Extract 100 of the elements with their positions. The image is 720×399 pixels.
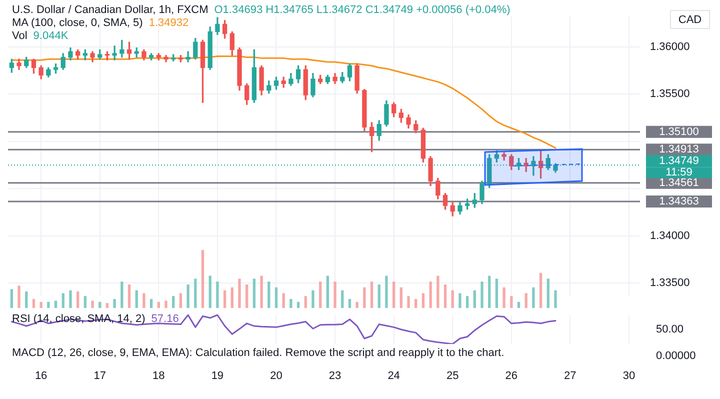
text: 11:59	[666, 166, 692, 179]
text: MA (100, close, 0, SMA, 5)	[12, 17, 143, 29]
bar	[106, 303, 109, 308]
bar	[172, 296, 175, 308]
bar	[532, 287, 535, 308]
y-tick-label: 1.35500	[650, 88, 690, 100]
bar	[502, 287, 506, 308]
chart-subtitle: O1.34693 H1.34765 L1.34672 C1.34749 +0.00056 (+0.04%)	[214, 4, 510, 16]
bar	[62, 293, 64, 308]
bar	[40, 302, 42, 308]
y-tick-label: 1.34000	[650, 230, 690, 242]
bar	[436, 276, 440, 308]
x-tick-label: 23	[328, 370, 342, 382]
bar	[120, 282, 124, 308]
bar	[135, 290, 138, 308]
bar	[98, 302, 102, 308]
bar	[378, 284, 380, 308]
bar	[414, 298, 418, 308]
ref-line-label: 1.34913	[659, 144, 699, 156]
bar	[473, 290, 476, 308]
bar	[260, 276, 263, 308]
chart-title: U.S. Dollar / Canadian Dollar, 1h, FXCM	[12, 4, 208, 16]
bar	[113, 298, 116, 308]
bar	[54, 300, 58, 308]
bar	[400, 287, 402, 308]
bar	[150, 298, 153, 308]
bar	[128, 284, 131, 308]
bar	[495, 278, 498, 308]
ref-line-label: 1.34749	[659, 155, 699, 168]
x-tick-label: 19	[211, 370, 224, 382]
bar	[480, 282, 484, 308]
bar	[76, 291, 80, 308]
text: MACD (12, 26, close, 9, EMA, EMA): Calculation failed. Remove the script and reapply it to the chart.	[12, 347, 504, 359]
bar	[304, 296, 307, 308]
bar	[230, 287, 234, 308]
chart-title: Vol	[12, 30, 28, 42]
x-tick-label: 16	[34, 370, 48, 382]
ref-line-label: 1.34363	[659, 196, 699, 208]
bar	[201, 250, 204, 308]
bar	[348, 298, 352, 308]
bar	[363, 287, 366, 308]
bar	[142, 293, 146, 308]
bar	[216, 282, 219, 308]
bar	[296, 302, 300, 308]
bar	[554, 290, 557, 308]
bar	[326, 276, 330, 308]
candlestick	[186, 51, 190, 62]
bar	[194, 278, 197, 308]
bar	[223, 290, 226, 308]
annotation: 9.044K	[33, 30, 68, 42]
bar	[274, 287, 278, 308]
x-tick-label: 18	[152, 370, 165, 382]
bar	[407, 296, 410, 308]
x-tick-label: 26	[505, 370, 518, 382]
text: 0.00000	[656, 350, 696, 362]
bar	[510, 296, 513, 308]
bar	[539, 272, 542, 308]
bar	[10, 289, 14, 308]
bar	[282, 293, 285, 308]
ref-line-label: 1.35100	[659, 126, 699, 138]
x-tick-label: 17	[94, 370, 106, 382]
bar	[370, 282, 374, 308]
annotation: 1.34932	[148, 17, 189, 29]
bar	[356, 302, 358, 308]
bar	[32, 298, 36, 308]
x-tick-label: 20	[270, 370, 282, 382]
bar	[429, 282, 432, 308]
bar	[444, 284, 447, 308]
bar	[290, 298, 292, 308]
candlestick	[112, 46, 117, 60]
bar	[164, 300, 168, 308]
x-tick-label: 25	[446, 370, 459, 382]
bar	[466, 296, 469, 308]
x-tick-label: 24	[388, 370, 400, 382]
bar	[69, 290, 72, 308]
bar	[179, 293, 182, 308]
y-tick-label: 1.36000	[650, 40, 690, 53]
bar	[524, 293, 528, 308]
bar	[458, 293, 462, 308]
y-tick-label: 1.33500	[650, 277, 690, 290]
bar	[312, 290, 314, 308]
text: 50.00	[656, 324, 684, 336]
ref-line-label: 1.34561	[659, 176, 699, 189]
bar	[208, 276, 212, 308]
x-tick-label: 27	[564, 370, 576, 382]
bar	[238, 278, 241, 308]
annotation: 57.16	[151, 313, 179, 325]
bar	[25, 291, 28, 308]
bar	[318, 282, 322, 308]
bar	[385, 276, 388, 308]
bar	[451, 290, 454, 308]
bar	[546, 278, 550, 308]
bar	[252, 278, 256, 308]
bar	[47, 302, 50, 308]
bar	[186, 284, 190, 308]
bar	[84, 296, 86, 308]
bar	[157, 302, 160, 308]
bar	[18, 286, 20, 308]
bar	[517, 302, 520, 308]
bar	[334, 282, 336, 308]
